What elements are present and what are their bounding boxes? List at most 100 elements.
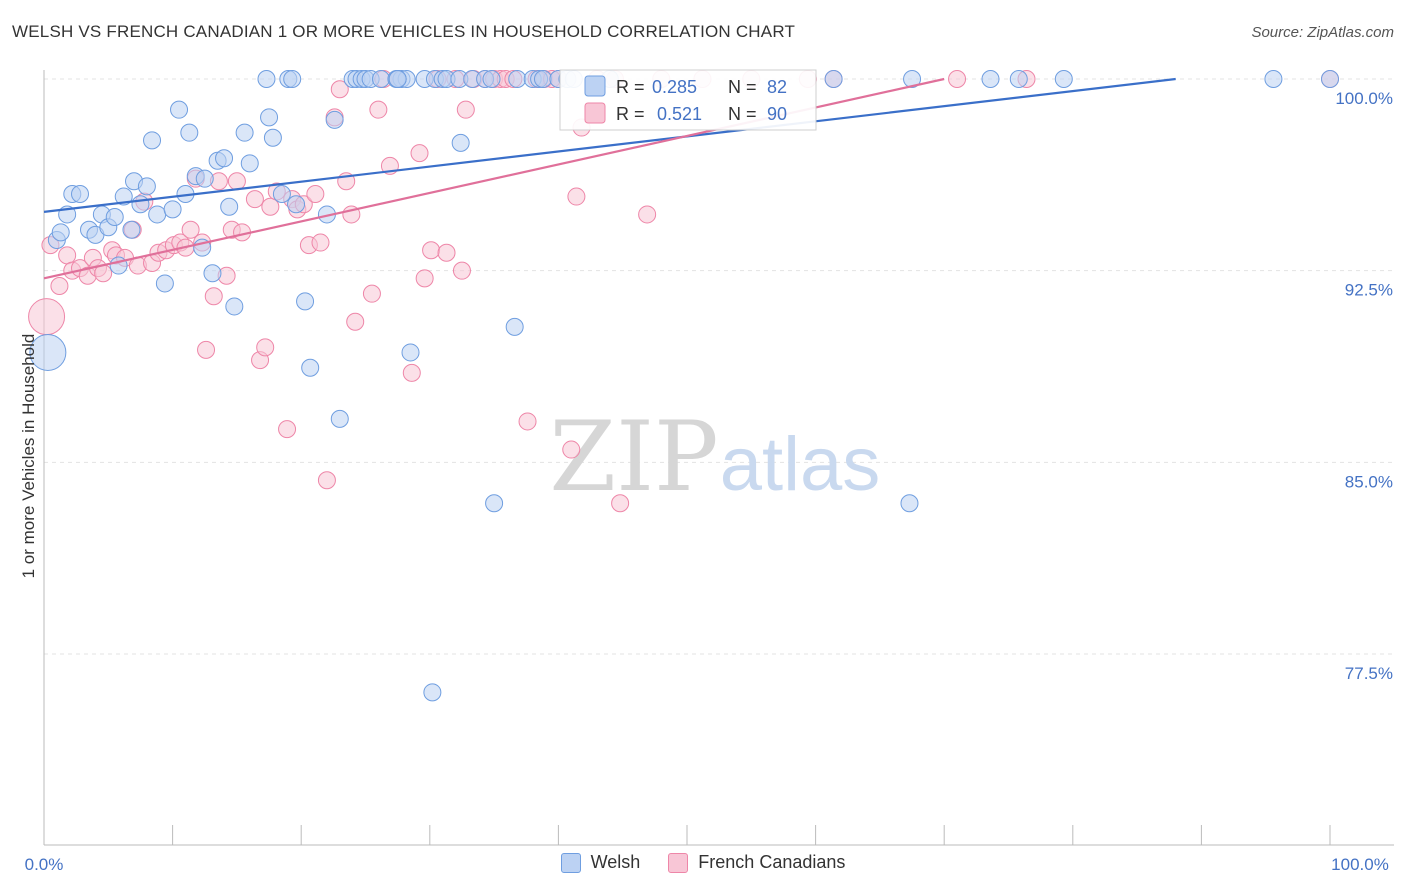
welsh-point-32 — [235, 123, 254, 142]
french-point-32 — [245, 190, 264, 209]
welsh-point-78 — [824, 70, 843, 88]
axes — [43, 70, 1394, 846]
legend-n-label-french: N = — [728, 104, 757, 124]
series-welsh — [29, 70, 1339, 702]
french-point-30 — [227, 172, 246, 191]
welsh-point-51 — [371, 70, 390, 88]
welsh-trend-line — [43, 77, 1176, 213]
bottom-legend-french-label: French Canadians — [698, 852, 846, 872]
legend-r-value-welsh: 0.285 — [652, 77, 697, 97]
y-tick-label-3: 77.5% — [1345, 664, 1393, 683]
french-point-76 — [567, 187, 586, 206]
french-point-55 — [402, 363, 421, 382]
welsh-point-81 — [981, 70, 1000, 88]
tick-labels: 100.0% 92.5% 85.0% 77.5% 0.0% 100.0% — [25, 89, 1393, 874]
french-point-22 — [181, 220, 200, 239]
welsh-point-84 — [1264, 70, 1283, 88]
welsh-point-44 — [325, 110, 344, 129]
french-point-43 — [311, 233, 330, 252]
welsh-point-33 — [240, 154, 259, 173]
legend-swatch-french — [584, 102, 606, 124]
legend-n-label-welsh: N = — [728, 77, 757, 97]
bottom-legend-welsh-label: Welsh — [590, 852, 641, 872]
french-point-57 — [415, 269, 434, 288]
french-point-56 — [410, 144, 429, 163]
welsh-point-67 — [485, 494, 504, 513]
welsh-point-29 — [215, 149, 234, 168]
french-point-0 — [28, 298, 66, 336]
french-point-58 — [422, 241, 441, 260]
legend-n-value-welsh: 82 — [767, 77, 787, 97]
watermark: ZIP atlas — [549, 401, 880, 513]
french-point-34 — [256, 338, 275, 357]
french-point-80 — [611, 494, 630, 513]
welsh-point-40 — [287, 195, 306, 214]
legend: R = 0.285 N = 82 R = 0.521 N = 90 — [559, 69, 817, 131]
bottom-legend-french: French Canadians — [668, 852, 845, 873]
welsh-point-69 — [505, 317, 524, 336]
welsh-point-80 — [903, 70, 922, 88]
welsh-point-0 — [29, 333, 67, 371]
welsh-swatch — [560, 852, 581, 873]
welsh-point-13 — [122, 220, 141, 239]
x-tick-label-0: 0.0% — [25, 855, 64, 874]
welsh-point-41 — [296, 292, 315, 311]
french-point-51 — [369, 100, 388, 119]
welsh-point-68 — [482, 70, 501, 88]
welsh-point-30 — [220, 197, 239, 216]
chart-title: WELSH VS FRENCH CANADIAN 1 OR MORE VEHIC… — [12, 22, 796, 41]
french-point-26 — [204, 287, 223, 306]
welsh-point-18 — [148, 205, 167, 224]
welsh-point-79 — [900, 494, 919, 513]
x-tick-label-1: 100.0% — [1331, 855, 1389, 874]
welsh-point-10 — [105, 208, 124, 226]
french-point-46 — [330, 80, 349, 99]
welsh-point-85 — [1321, 70, 1339, 88]
french-point-50 — [362, 284, 381, 303]
welsh-point-17 — [143, 131, 162, 150]
french-point-60 — [437, 243, 456, 262]
welsh-point-39 — [283, 70, 302, 88]
french-point-44 — [317, 471, 336, 490]
welsh-point-34 — [257, 70, 276, 88]
french-point-63 — [456, 100, 475, 119]
french-point-2 — [50, 277, 69, 295]
bottom-legend: Welsh French Canadians — [0, 852, 1406, 873]
welsh-point-23 — [180, 123, 199, 142]
legend-r-label-welsh: R = — [616, 77, 645, 97]
welsh-point-25 — [195, 169, 214, 188]
welsh-point-57 — [401, 343, 420, 362]
welsh-point-31 — [225, 297, 244, 316]
welsh-point-45 — [330, 409, 349, 428]
french-swatch — [668, 852, 689, 873]
french-point-75 — [562, 440, 581, 459]
y-tick-label-1: 92.5% — [1345, 281, 1393, 300]
welsh-point-70 — [508, 70, 527, 88]
welsh-point-2 — [51, 223, 70, 242]
welsh-point-56 — [388, 70, 407, 88]
welsh-point-27 — [203, 264, 222, 283]
y-tick-label-0: 100.0% — [1335, 89, 1393, 108]
french-point-87 — [948, 70, 967, 88]
watermark-zip: ZIP — [549, 401, 718, 513]
welsh-point-35 — [260, 108, 279, 127]
welsh-point-5 — [71, 185, 90, 203]
welsh-point-64 — [423, 683, 442, 702]
welsh-point-12 — [114, 187, 133, 206]
welsh-point-65 — [451, 133, 470, 152]
welsh-point-83 — [1054, 70, 1073, 88]
french-point-49 — [346, 312, 365, 331]
french-point-25 — [197, 340, 216, 359]
watermark-atlas: atlas — [720, 422, 881, 507]
legend-r-label-french: R = — [616, 104, 645, 124]
bottom-legend-welsh: Welsh — [560, 852, 641, 873]
welsh-point-16 — [137, 177, 156, 196]
legend-n-value-french: 90 — [767, 104, 787, 124]
french-point-70 — [518, 412, 537, 431]
welsh-point-73 — [533, 70, 552, 88]
french-point-81 — [638, 205, 657, 224]
french-point-62 — [452, 261, 471, 280]
welsh-point-42 — [301, 358, 320, 377]
y-axis-label: 1 or more Vehicles in Household — [19, 334, 38, 579]
